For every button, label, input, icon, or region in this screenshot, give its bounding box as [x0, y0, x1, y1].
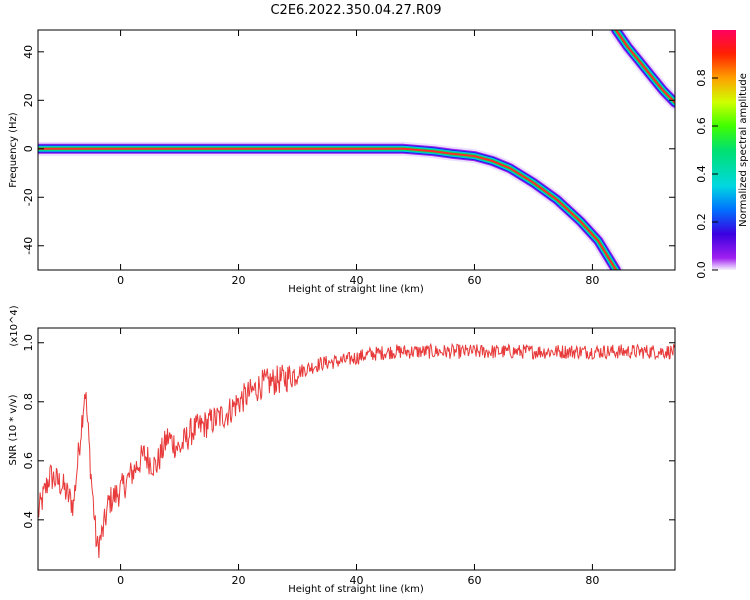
- snr-x-tick-label: 40: [350, 574, 364, 587]
- spectrogram-y-tick-label: 0: [22, 145, 35, 152]
- spectrogram-panel: 0 20 40 60 80 -40 -20 0 20 40 Height of straight …: [8, 29, 676, 295]
- spectrogram-x-tick-label: 40: [350, 274, 364, 287]
- spectrogram-y-tick-label: 20: [22, 93, 35, 107]
- colorbar-tick-label: 0.8: [695, 69, 708, 87]
- snr-x-tick-label: 60: [467, 574, 481, 587]
- snr-x-tick-label: 20: [232, 574, 246, 587]
- colorbar-label: Normalized spectral amplitude: [738, 73, 749, 227]
- snr-plot-area: [38, 328, 675, 570]
- snr-panel: 0 20 40 60 80 0.4 0.6 0.8 1.0 Height of straight…: [8, 305, 676, 595]
- spectrogram-x-tick-label: 0: [117, 274, 124, 287]
- colorbar-tick-label: 0.2: [695, 213, 708, 231]
- spectrogram-y-tick-label: 40: [22, 45, 35, 59]
- snr-series-line: [38, 342, 675, 559]
- spectrogram-ridge-0-layer-5: [38, 147, 617, 270]
- snr-y-tick-label: 0.4: [22, 511, 35, 529]
- colorbar-tick-label: 0.6: [695, 117, 708, 135]
- spectrogram-x-axis-label: Height of straight line (km): [288, 284, 424, 295]
- snr-scale-note: (x10^4): [9, 305, 20, 346]
- chart-title: C2E6.2022.350.04.27.R09: [270, 3, 441, 18]
- spectrogram-x-tick-label: 80: [585, 274, 599, 287]
- colorbar-tick-label: 0.0: [695, 261, 708, 279]
- snr-y-tick-label: 0.8: [22, 393, 35, 411]
- spectrogram-x-tick-label: 60: [467, 274, 481, 287]
- spectrogram-x-tick-label: 20: [232, 274, 246, 287]
- snr-x-tick-label: 80: [585, 574, 599, 587]
- snr-y-tick-label: 0.6: [22, 452, 35, 470]
- spectrogram-y-tick-label: -20: [22, 188, 35, 206]
- spectrogram-y-tick-label: -40: [22, 237, 35, 255]
- snr-y-tick-label: 1.0: [22, 334, 35, 352]
- spectrogram-y-axis-label: Frequency (Hz): [8, 112, 19, 188]
- colorbar-gradient: [712, 30, 736, 270]
- colorbar-tick-label: 0.4: [695, 165, 708, 183]
- spectrogram-ridge-1-layer-5: [615, 30, 675, 104]
- snr-x-axis-label: Height of straight line (km): [288, 584, 424, 595]
- colorbar: 0.0 0.2 0.4 0.6 0.8 Normalized spectral ampl…: [695, 30, 749, 279]
- snr-y-axis-label: SNR (10 * v/v): [8, 394, 19, 465]
- snr-x-tick-label: 0: [117, 574, 124, 587]
